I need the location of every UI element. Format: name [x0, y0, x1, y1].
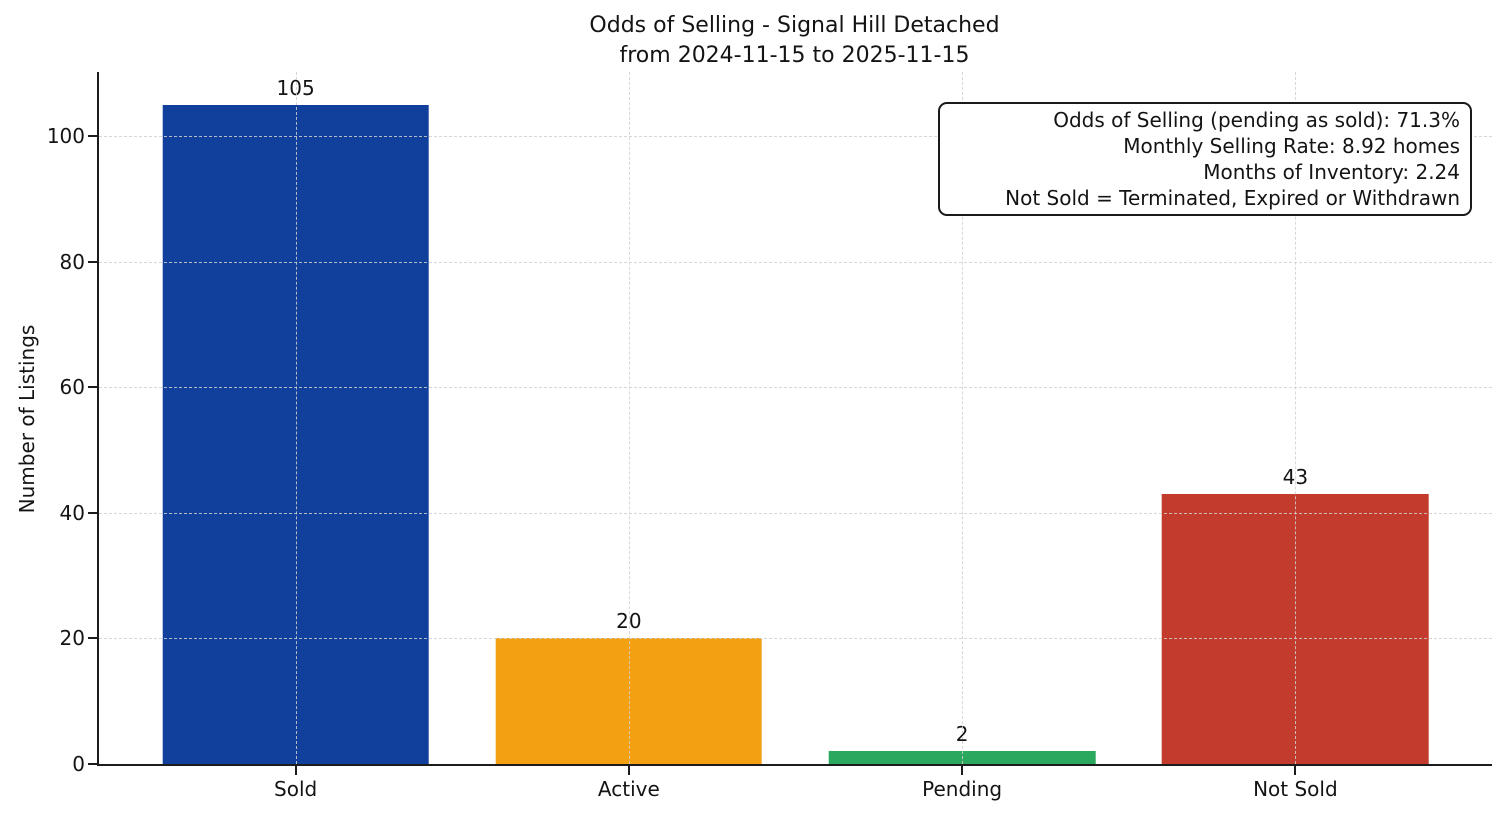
x-tick-label-pending: Pending [922, 777, 1003, 801]
x-tick-label-active: Active [597, 777, 660, 801]
chart-subtitle: from 2024-11-15 to 2025-11-15 [619, 43, 970, 68]
y-tick-mark [88, 763, 97, 765]
x-tick-mark [294, 766, 297, 775]
annotation-line-notsold-def: Not Sold = Terminated, Expired or Withdr… [1005, 186, 1460, 210]
x-tick-mark [1294, 766, 1297, 775]
y-tick-label: 20 [59, 626, 85, 651]
bar-active: 20 [495, 609, 763, 764]
x-tick-label-not-sold: Not Sold [1253, 777, 1338, 801]
bar-not-sold: 43 [1162, 465, 1429, 764]
stats-annotation-box: Odds of Selling (pending as sold): 71.3%… [938, 102, 1472, 216]
y-tick-mark [88, 260, 97, 263]
y-tick-mark [88, 511, 97, 514]
y-tick-mark [88, 637, 97, 640]
annotation-line-odds: Odds of Selling (pending as sold): 71.3% [1053, 108, 1460, 132]
bar-value-label: 20 [616, 609, 642, 634]
y-tick-label: 40 [59, 500, 85, 525]
chart-title: Odds of Selling - Signal Hill Detached [589, 13, 1000, 38]
y-tick-label: 60 [59, 375, 85, 400]
annotation-line-inventory: Months of Inventory: 2.24 [1203, 160, 1460, 184]
x-tick-mark [627, 766, 630, 775]
y-tick-label: 100 [46, 124, 85, 149]
y-tick-label: 80 [59, 249, 85, 274]
x-tick-mark [961, 766, 964, 775]
bar-value-label: 43 [1282, 465, 1309, 490]
y-tick-label: 0 [72, 752, 85, 776]
y-axis-label: Number of Listings [15, 324, 39, 514]
y-tick-mark [88, 386, 97, 389]
annotation-line-rate: Monthly Selling Rate: 8.92 homes [1123, 134, 1460, 158]
bar-value-label: 105 [276, 75, 315, 100]
bar-sold: 105 [162, 76, 429, 764]
bar-value-label: 2 [955, 722, 969, 747]
x-tick-label-sold: Sold [274, 777, 318, 801]
y-tick-mark [88, 135, 97, 138]
bar-pending: 2 [828, 722, 1096, 764]
chart-title-block: Odds of Selling - Signal Hill Detached f… [97, 11, 1492, 71]
